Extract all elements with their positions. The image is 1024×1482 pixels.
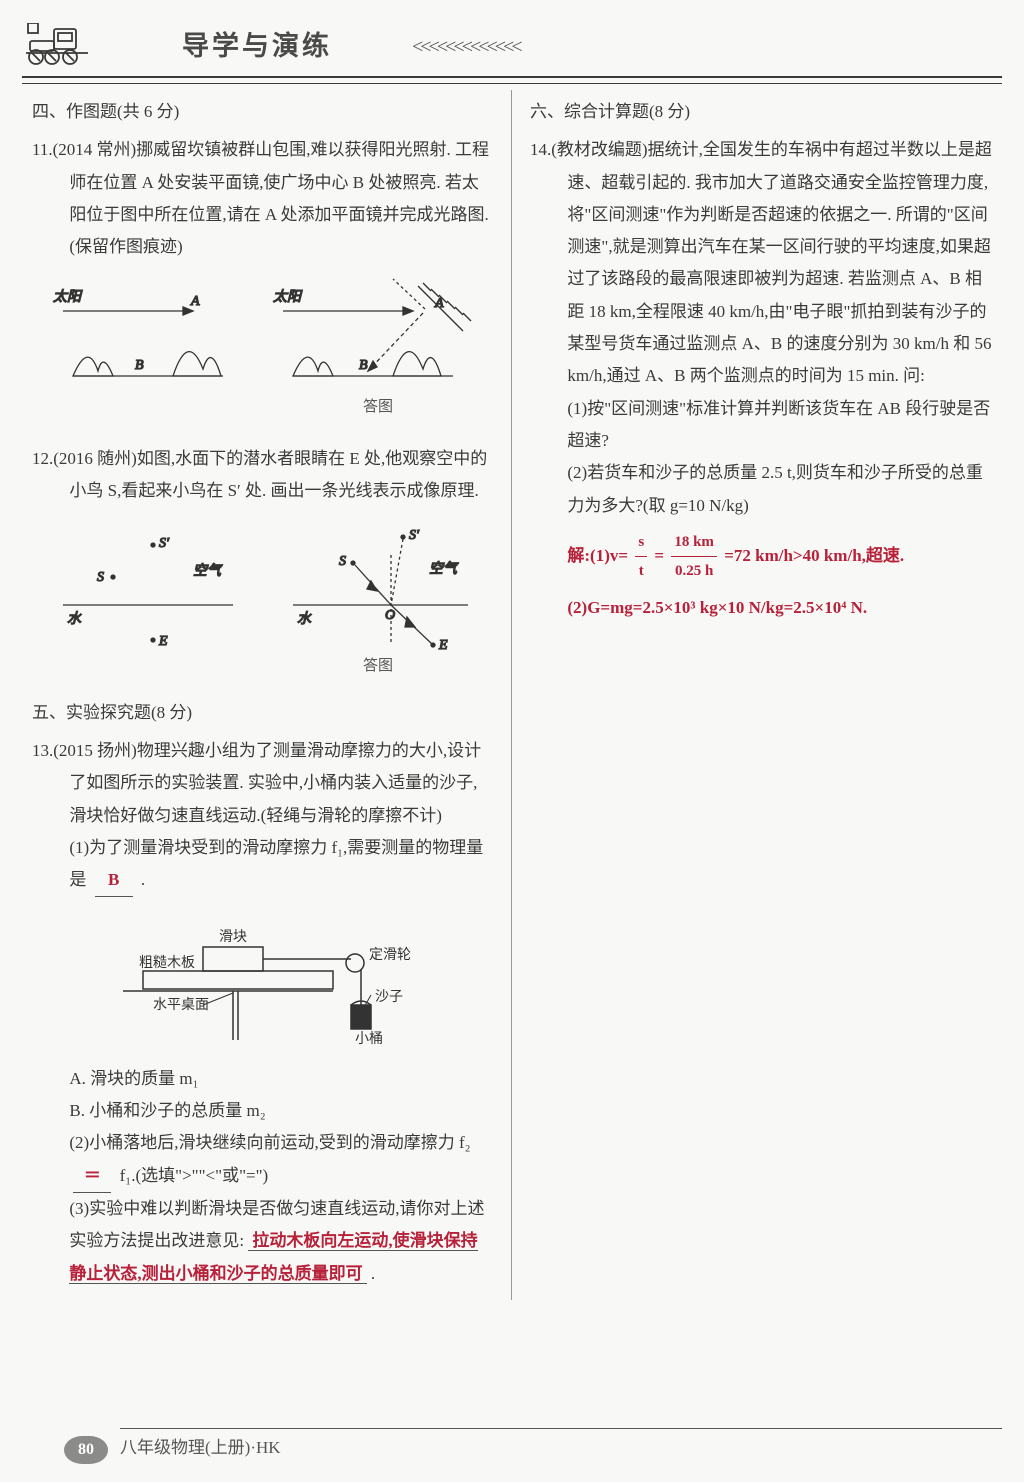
page-number-badge: 80 bbox=[64, 1436, 108, 1464]
q13-intro: 13.(2015 扬州)物理兴趣小组为了测量滑动摩擦力的大小,设计了如图所示的实… bbox=[32, 735, 493, 832]
q13-optA: A. 滑块的质量 m₁ bbox=[32, 1063, 493, 1095]
svg-text:答图: 答图 bbox=[363, 398, 393, 415]
header-chevrons-icon: <<<<<<<<<<<<< bbox=[412, 28, 520, 66]
book-title: 导学与演练 bbox=[182, 21, 332, 72]
train-icon bbox=[18, 23, 104, 78]
q14-p2: (2)若货车和沙子的总质量 2.5 t,则货车和沙子所受的总重力为多大?(取 g… bbox=[530, 457, 992, 522]
q13-p2a: (2)小桶落地后,滑块继续向前运动,受到的滑动摩擦力 f₂ bbox=[69, 1133, 470, 1152]
q13-part3: (3)实验中难以判断滑块是否做匀速直线运动,请你对上述实验方法提出改进意见: 拉… bbox=[32, 1193, 493, 1290]
svg-text:粗糙木板: 粗糙木板 bbox=[139, 955, 195, 971]
q13-p1b: . bbox=[141, 870, 145, 889]
svg-text:定滑轮: 定滑轮 bbox=[369, 946, 411, 963]
fraction-icon: 18 km 0.25 h bbox=[671, 528, 717, 586]
svg-text:E: E bbox=[438, 638, 448, 653]
q13-figure: 滑块 粗糙木板 水平桌面 定滑轮 沙子 小桶 bbox=[32, 905, 493, 1056]
q12-text: 12.(2016 随州)如图,水面下的潜水者眼睛在 E 处,他观察空中的小鸟 S… bbox=[32, 443, 493, 508]
q13-p3b: . bbox=[371, 1264, 375, 1283]
svg-text:A: A bbox=[190, 294, 200, 309]
q13-p2b: f₁.(选填">""<"或"=") bbox=[120, 1166, 269, 1185]
section-6-heading: 六、综合计算题(8 分) bbox=[530, 96, 992, 128]
svg-text:滑块: 滑块 bbox=[219, 928, 247, 945]
svg-text:B: B bbox=[359, 358, 368, 373]
svg-text:小桶: 小桶 bbox=[355, 1031, 383, 1045]
q14-intro: 14.(教材改编题)据统计,全国发生的车祸中有超过半数以上是超速、超载引起的. … bbox=[530, 134, 992, 392]
header-rule bbox=[22, 83, 1002, 84]
q14-p1: (1)按"区间测速"标准计算并判断该货车在 AB 段行驶是否超速? bbox=[530, 393, 992, 458]
footer-text: 八年级物理(上册)·HK bbox=[120, 1432, 281, 1464]
svg-text:空气: 空气 bbox=[193, 563, 223, 579]
footer-rule bbox=[120, 1428, 1002, 1429]
svg-text:太阳: 太阳 bbox=[53, 289, 83, 305]
svg-text:空气: 空气 bbox=[429, 561, 459, 577]
q13-part2: (2)小桶落地后,滑块继续向前运动,受到的滑动摩擦力 f₂ ＝ f₁.(选填">… bbox=[32, 1127, 493, 1193]
question-12: 12.(2016 随州)如图,水面下的潜水者眼睛在 E 处,他观察空中的小鸟 S… bbox=[32, 443, 493, 687]
frac-num: s bbox=[635, 528, 647, 558]
svg-text:E: E bbox=[158, 634, 168, 649]
svg-text:水: 水 bbox=[297, 611, 312, 627]
svg-text:水: 水 bbox=[67, 611, 82, 627]
section-5-heading: 五、实验探究题(8 分) bbox=[32, 697, 493, 729]
svg-text:水平桌面: 水平桌面 bbox=[153, 997, 209, 1013]
svg-text:S: S bbox=[339, 554, 346, 569]
q12-figure: S′ S 水 空气 E S′ bbox=[32, 515, 493, 686]
svg-text:S′: S′ bbox=[409, 528, 420, 543]
q11-text: 11.(2014 常州)挪威留坎镇被群山包围,难以获得阳光照射. 工程师在位置 … bbox=[32, 134, 493, 263]
q14-ans1-post: =72 km/h>40 km/h,超速. bbox=[724, 546, 904, 565]
page-footer: 80 八年级物理(上册)·HK bbox=[0, 1428, 1024, 1474]
q14-ans1-pre: 解:(1)v= bbox=[567, 546, 628, 565]
q11-figure: 太阳 A B 太阳 bbox=[32, 271, 493, 432]
page-header: 导学与演练 <<<<<<<<<<<<< bbox=[22, 18, 1002, 78]
svg-text:S′: S′ bbox=[159, 536, 170, 551]
fraction-icon: s t bbox=[635, 528, 647, 586]
question-13: 13.(2015 扬州)物理兴趣小组为了测量滑动摩擦力的大小,设计了如图所示的实… bbox=[32, 735, 493, 1290]
q14-answer-2: (2)G=mg=2.5×10³ kg×10 N/kg=2.5×10⁴ N. bbox=[530, 592, 992, 624]
frac-den: t bbox=[635, 557, 647, 586]
content-columns: 四、作图题(共 6 分) 11.(2014 常州)挪威留坎镇被群山包围,难以获得… bbox=[22, 90, 1002, 1300]
svg-text:A: A bbox=[434, 296, 444, 311]
q13-optB: B. 小桶和沙子的总质量 m₂ bbox=[32, 1095, 493, 1127]
svg-text:答图: 答图 bbox=[363, 657, 393, 674]
page: 导学与演练 <<<<<<<<<<<<< 四、作图题(共 6 分) 11.(201… bbox=[0, 0, 1024, 1312]
frac-num: 18 km bbox=[671, 528, 717, 558]
svg-text:O: O bbox=[385, 608, 395, 623]
svg-text:B: B bbox=[135, 358, 144, 373]
q13-part1: (1)为了测量滑块受到的滑动摩擦力 f₁,需要测量的物理量是 B . bbox=[32, 832, 493, 898]
q13-p2-answer: ＝ bbox=[73, 1160, 111, 1193]
right-column: 六、综合计算题(8 分) 14.(教材改编题)据统计,全国发生的车祸中有超过半数… bbox=[512, 90, 1002, 1300]
section-4-heading: 四、作图题(共 6 分) bbox=[32, 96, 493, 128]
question-11: 11.(2014 常州)挪威留坎镇被群山包围,难以获得阳光照射. 工程师在位置 … bbox=[32, 134, 493, 432]
frac-den: 0.25 h bbox=[671, 557, 717, 586]
left-column: 四、作图题(共 6 分) 11.(2014 常州)挪威留坎镇被群山包围,难以获得… bbox=[22, 90, 512, 1300]
svg-text:太阳: 太阳 bbox=[273, 289, 303, 305]
question-14: 14.(教材改编题)据统计,全国发生的车祸中有超过半数以上是超速、超载引起的. … bbox=[530, 134, 992, 624]
svg-text:S: S bbox=[97, 570, 104, 585]
q13-p1-answer: B bbox=[95, 864, 133, 897]
svg-text:沙子: 沙子 bbox=[375, 989, 403, 1005]
q14-answer-1: 解:(1)v= s t = 18 km 0.25 h =72 km/h>40 k… bbox=[530, 528, 992, 586]
q14-ans1-eq: = bbox=[654, 546, 664, 565]
